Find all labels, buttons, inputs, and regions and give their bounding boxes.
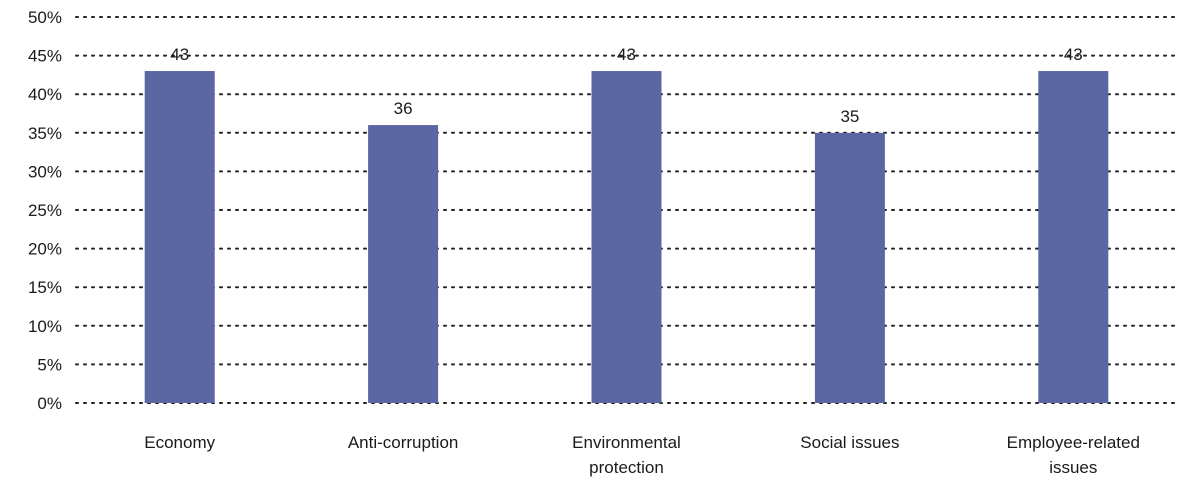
y-tick-label: 0% [37, 394, 62, 413]
y-axis-ticks: 0% 5% 10% 15% 20% 25% 30% 35% 40% 45% 50% [28, 8, 62, 413]
y-tick-label: 35% [28, 124, 62, 143]
bars [144, 71, 1109, 404]
category-label: Employee-related [1007, 433, 1140, 452]
data-label: 36 [394, 99, 413, 118]
y-tick-label: 30% [28, 162, 62, 181]
y-tick-label: 50% [28, 8, 62, 27]
category-label: Economy [144, 433, 215, 452]
category-label: issues [1049, 458, 1097, 477]
data-label: 43 [1064, 45, 1083, 64]
y-tick-label: 5% [37, 355, 62, 374]
data-label: 43 [170, 45, 189, 64]
data-label: 35 [840, 107, 859, 126]
y-tick-label: 10% [28, 317, 62, 336]
y-tick-label: 20% [28, 240, 62, 259]
category-label: protection [589, 458, 664, 477]
x-axis-categories: Economy Anti-corruption Environmental prote… [144, 433, 1140, 477]
data-labels: 43 36 43 35 43 [170, 45, 1083, 126]
bar [144, 71, 215, 403]
bar [1038, 71, 1109, 403]
y-tick-label: 40% [28, 85, 62, 104]
category-label: Social issues [800, 433, 899, 452]
category-label: Environmental [572, 433, 681, 452]
y-tick-label: 25% [28, 201, 62, 220]
bar [814, 132, 885, 404]
y-tick-label: 45% [28, 47, 62, 66]
bar [591, 71, 662, 403]
category-label: Anti-corruption [348, 433, 459, 452]
data-label: 43 [617, 45, 636, 64]
bar [368, 125, 439, 403]
y-tick-label: 15% [28, 278, 62, 297]
